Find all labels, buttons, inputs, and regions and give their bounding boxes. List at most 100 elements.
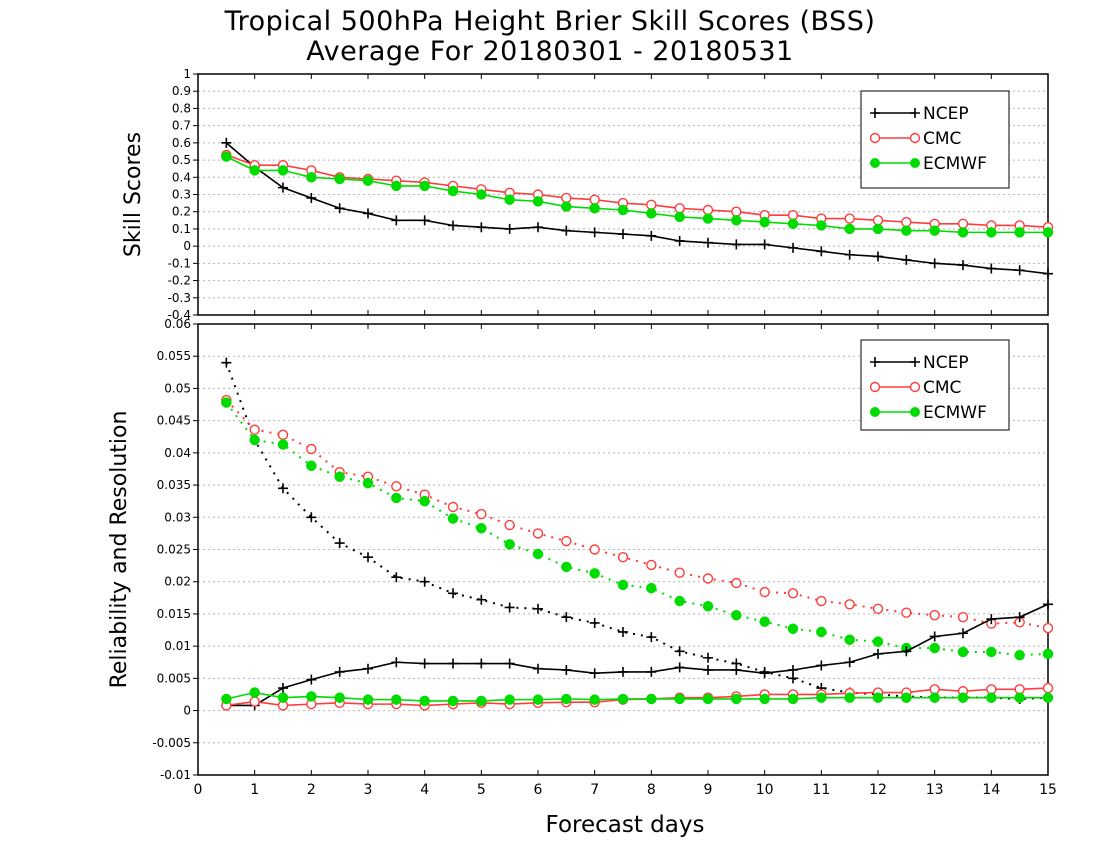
plot-frame bbox=[197, 73, 1049, 316]
chart-title: Tropical 500hPa Height Brier Skill Score… bbox=[224, 6, 876, 37]
legend-marker bbox=[870, 407, 880, 417]
data-point bbox=[589, 668, 600, 679]
data-point bbox=[1043, 268, 1053, 279]
data-point bbox=[589, 694, 600, 705]
data-point bbox=[221, 397, 232, 408]
data-point bbox=[533, 663, 543, 674]
data-point bbox=[306, 691, 317, 702]
data-point bbox=[674, 693, 685, 705]
reliability-resolution-panel: -0.01 -0.005 0 0.005 0.01 0.015 0.02 0.025 0.03 0… bbox=[107, 317, 1057, 798]
data-point bbox=[872, 223, 884, 235]
data-point bbox=[391, 215, 402, 226]
data-point bbox=[419, 658, 430, 669]
data-point bbox=[447, 513, 459, 524]
data-point bbox=[674, 211, 685, 223]
y-tick-label: 1 bbox=[183, 67, 191, 81]
data-point bbox=[249, 424, 260, 435]
data-point bbox=[589, 544, 600, 555]
data-point bbox=[901, 225, 912, 236]
data-point bbox=[561, 192, 572, 204]
data-point bbox=[618, 229, 628, 240]
data-point bbox=[674, 646, 685, 657]
data-point bbox=[646, 632, 657, 643]
data-point bbox=[561, 201, 572, 212]
y-tick-label: 0.03 bbox=[164, 510, 191, 524]
data-point bbox=[844, 213, 855, 224]
data-point bbox=[703, 664, 713, 675]
y-axis-label: Skill Scores bbox=[121, 132, 146, 257]
series-line bbox=[226, 691, 1048, 702]
data-point bbox=[816, 220, 827, 231]
legend-marker bbox=[909, 381, 921, 393]
legend-marker bbox=[910, 357, 920, 367]
data-point bbox=[504, 658, 515, 669]
data-point bbox=[419, 180, 430, 192]
data-point bbox=[249, 687, 260, 698]
x-tick-label: 4 bbox=[420, 782, 429, 798]
data-point bbox=[787, 209, 799, 221]
data-point bbox=[504, 694, 515, 705]
data-point bbox=[306, 172, 317, 183]
data-point bbox=[589, 617, 600, 628]
y-tick-label: -0.01 bbox=[160, 768, 191, 782]
data-point bbox=[476, 222, 487, 233]
data-point bbox=[1014, 612, 1025, 623]
data-point bbox=[504, 223, 515, 234]
x-tick-label: 15 bbox=[1039, 782, 1057, 798]
data-point bbox=[703, 237, 713, 248]
data-point bbox=[533, 603, 543, 614]
series-line bbox=[226, 687, 1049, 707]
data-point bbox=[731, 693, 742, 705]
data-point bbox=[447, 501, 459, 513]
data-point bbox=[363, 663, 373, 674]
y-tick-label: 0.5 bbox=[172, 153, 191, 167]
data-point bbox=[929, 642, 940, 654]
data-point bbox=[532, 548, 544, 560]
data-point bbox=[787, 588, 799, 599]
data-point bbox=[306, 674, 317, 685]
y-tick-label: 0.6 bbox=[172, 136, 191, 150]
series-ecmwf-resolution bbox=[221, 397, 1054, 661]
legend-marker bbox=[910, 158, 920, 168]
data-point bbox=[391, 694, 402, 705]
legend-label: CMC bbox=[923, 129, 961, 149]
data-point bbox=[844, 223, 855, 235]
legend-marker bbox=[870, 158, 880, 168]
data-point bbox=[561, 693, 572, 705]
data-point bbox=[334, 538, 345, 549]
data-point bbox=[957, 646, 969, 658]
data-point bbox=[533, 222, 543, 233]
data-point bbox=[306, 443, 317, 455]
data-point bbox=[448, 658, 458, 669]
legend: NCEP CMC ECMWF bbox=[860, 90, 1010, 189]
data-point bbox=[334, 692, 345, 703]
y-tick-label: 0.005 bbox=[157, 671, 191, 685]
data-point bbox=[929, 610, 940, 621]
data-point bbox=[1042, 692, 1054, 703]
data-point bbox=[363, 552, 373, 563]
data-point bbox=[702, 573, 714, 584]
data-point bbox=[759, 216, 770, 228]
series-line bbox=[225, 401, 1049, 657]
data-point bbox=[731, 609, 742, 621]
data-point bbox=[844, 249, 855, 260]
data-point bbox=[277, 429, 289, 441]
data-point bbox=[958, 260, 968, 271]
data-point bbox=[986, 263, 997, 274]
data-point bbox=[448, 220, 458, 231]
y-tick-label: 0.9 bbox=[172, 84, 191, 98]
data-point bbox=[702, 600, 714, 612]
data-point bbox=[504, 539, 515, 550]
chart-subtitle: Average For 20180301 - 20180531 bbox=[306, 36, 794, 67]
data-point bbox=[504, 519, 515, 531]
data-point bbox=[646, 582, 657, 594]
y-tick-label: 0.06 bbox=[164, 317, 191, 331]
y-tick-label: -0.1 bbox=[168, 256, 191, 270]
data-point bbox=[788, 664, 798, 675]
data-point bbox=[221, 693, 232, 705]
data-point bbox=[958, 628, 968, 639]
data-point bbox=[1043, 599, 1053, 610]
data-point bbox=[504, 194, 515, 205]
data-point bbox=[277, 692, 289, 703]
data-point bbox=[957, 218, 969, 229]
